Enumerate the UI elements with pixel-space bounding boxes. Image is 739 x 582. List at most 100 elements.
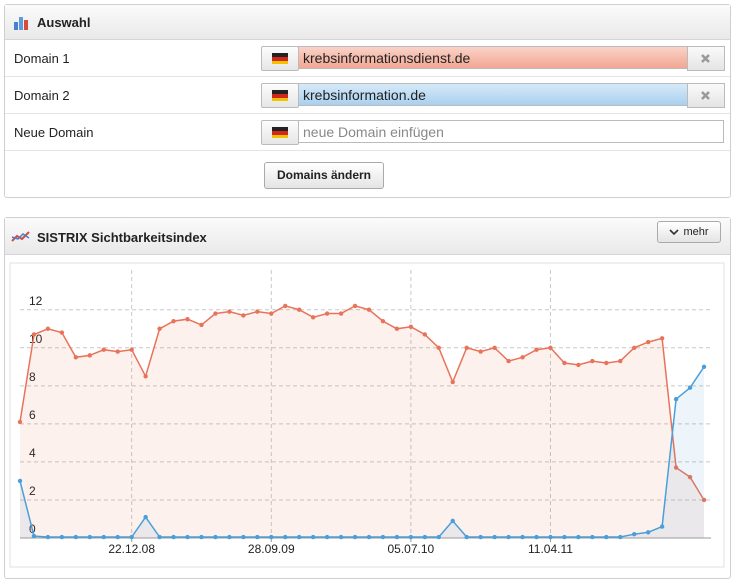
flag-button[interactable] <box>261 46 299 71</box>
data-point <box>241 313 246 318</box>
data-point <box>73 534 79 540</box>
data-point <box>213 311 218 316</box>
data-point <box>73 355 79 360</box>
data-point <box>408 324 414 330</box>
data-point <box>380 534 386 540</box>
chart-frame <box>9 262 725 568</box>
data-point <box>590 534 595 540</box>
data-point <box>129 347 134 352</box>
data-point <box>618 534 623 540</box>
domain-row: Domain 2 krebsinformation.de <box>5 77 730 114</box>
series-area <box>20 305 705 538</box>
data-point <box>687 385 693 390</box>
data-point <box>520 534 525 540</box>
row-label: Neue Domain <box>14 125 94 140</box>
data-point <box>17 419 23 425</box>
data-point <box>310 534 316 540</box>
data-point <box>632 531 637 537</box>
data-point <box>394 326 400 331</box>
x-tick-label: 22.12.08 <box>108 542 155 556</box>
data-point <box>143 374 148 379</box>
data-point <box>618 358 623 364</box>
data-point <box>366 307 372 312</box>
data-point <box>45 326 51 331</box>
data-point <box>143 514 148 520</box>
y-tick-label: 2 <box>29 484 36 498</box>
data-point <box>255 309 260 314</box>
data-point <box>157 326 162 331</box>
more-label: mehr <box>683 226 709 238</box>
y-tick-label: 8 <box>29 370 36 384</box>
flag-button[interactable] <box>261 83 299 108</box>
data-point <box>464 345 469 350</box>
data-point <box>562 534 567 540</box>
x-tick-label: 11.04.11 <box>528 542 573 556</box>
data-point <box>450 379 455 385</box>
data-point <box>31 332 37 337</box>
data-point <box>17 478 23 484</box>
data-point <box>478 534 483 540</box>
data-point <box>338 534 344 540</box>
panel-title: Auswahl <box>37 15 91 30</box>
domain-input[interactable]: neue Domain einfügen <box>298 120 724 143</box>
data-point <box>157 534 162 540</box>
data-point <box>394 534 400 540</box>
domain-input[interactable]: krebsinformation.de <box>298 83 688 106</box>
data-point <box>548 345 553 350</box>
data-point <box>338 311 344 316</box>
panel-header: Auswahl <box>5 5 730 40</box>
data-point <box>492 534 497 540</box>
data-point <box>199 322 204 328</box>
data-point <box>129 534 134 540</box>
y-tick-label: 4 <box>29 446 36 460</box>
data-point <box>408 534 414 540</box>
data-point <box>101 534 106 540</box>
data-point <box>185 317 190 322</box>
data-point <box>101 347 106 352</box>
data-point <box>632 345 637 350</box>
data-point <box>576 362 581 368</box>
data-point <box>422 534 428 540</box>
data-point <box>548 534 553 540</box>
x-tick-label: 28.09.09 <box>248 542 295 556</box>
data-point <box>673 465 679 470</box>
data-point <box>283 303 288 309</box>
data-point <box>227 534 232 540</box>
data-point <box>576 534 581 540</box>
y-tick-label: 12 <box>29 294 43 308</box>
data-point <box>185 534 190 540</box>
series-line <box>19 305 705 501</box>
data-point <box>492 345 497 350</box>
data-point <box>324 311 330 316</box>
row-label: Domain 1 <box>14 51 70 66</box>
chart-icon <box>14 17 28 30</box>
data-point <box>310 315 316 320</box>
data-point <box>590 358 595 364</box>
data-point <box>422 332 428 337</box>
data-point <box>227 309 232 314</box>
data-point <box>436 345 441 350</box>
data-point <box>562 360 567 366</box>
data-point <box>255 534 260 540</box>
domain-input[interactable]: krebsinformationsdienst.de <box>298 46 688 69</box>
data-point <box>352 303 358 309</box>
more-button[interactable]: mehr <box>657 221 721 243</box>
data-point <box>269 311 274 316</box>
data-point <box>171 318 176 324</box>
data-point <box>534 534 539 540</box>
data-point <box>506 358 511 364</box>
panel-header: SISTRIX Sichtbarkeitsindex mehr <box>5 218 730 255</box>
data-point <box>296 307 302 312</box>
clear-button[interactable] <box>687 46 725 71</box>
data-point <box>380 318 386 324</box>
clear-button[interactable] <box>687 83 725 108</box>
series-line <box>19 366 705 538</box>
submit-button[interactable]: Domains ändern <box>264 162 384 189</box>
flag-button[interactable] <box>261 120 299 145</box>
data-point <box>241 534 246 540</box>
panel-title: SISTRIX Sichtbarkeitsindex <box>37 230 207 245</box>
data-point <box>701 497 707 503</box>
data-point <box>520 355 525 360</box>
